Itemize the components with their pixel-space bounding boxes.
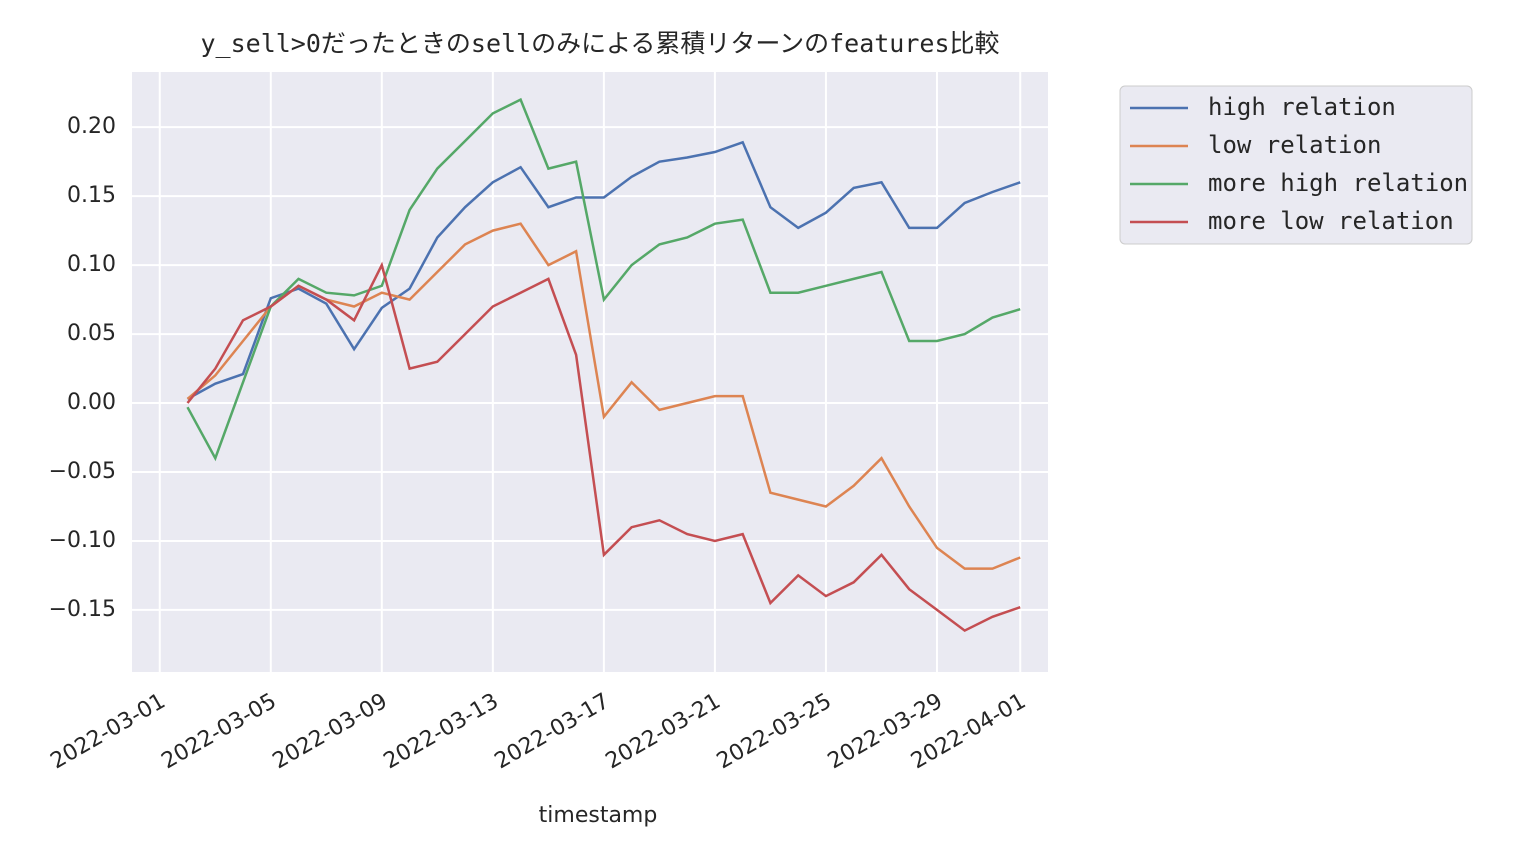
legend-label: low relation (1208, 131, 1381, 159)
y-tick-label: 0.20 (67, 114, 116, 139)
y-tick-label: 0.05 (67, 321, 116, 346)
y-tick-label: −0.10 (49, 528, 116, 553)
series-line (186, 140, 1021, 400)
series-line (186, 97, 1021, 462)
legend-label: more low relation (1208, 207, 1454, 235)
x-tick-label: 2022-03-01 (47, 689, 170, 775)
x-tick-label: 2022-03-13 (380, 689, 503, 775)
plot-background (132, 72, 1048, 672)
x-tick-label: 2022-03-17 (491, 689, 614, 775)
x-axis-label: timestamp (539, 803, 658, 828)
legend-label: more high relation (1208, 169, 1468, 197)
y-tick-label: 0.10 (67, 252, 116, 277)
series-line (186, 261, 1021, 633)
x-tick-label: 2022-03-09 (269, 689, 392, 775)
y-tick-label: −0.15 (49, 597, 116, 622)
x-tick-label: 2022-03-25 (713, 689, 836, 775)
x-tick-label: 2022-03-21 (602, 689, 725, 775)
y-tick-label: −0.05 (49, 459, 116, 484)
legend-box (1119, 85, 1473, 245)
y-tick-label: 0.00 (67, 390, 116, 415)
legend-label: high relation (1208, 93, 1396, 121)
x-tick-label: 2022-03-05 (158, 689, 281, 775)
y-tick-label: 0.15 (67, 183, 116, 208)
chart-title: y_sell>0だったときのsellのみによる累積リターンのfeatures比較 (200, 29, 999, 58)
